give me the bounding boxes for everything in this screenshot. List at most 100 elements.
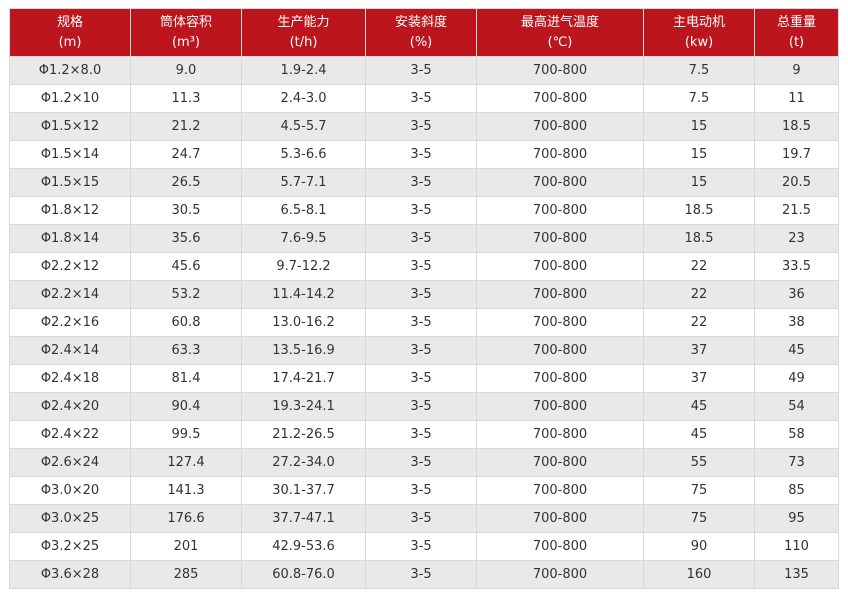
- table-cell: Φ3.0×25: [9, 504, 131, 533]
- table-cell: 11.4-14.2: [241, 280, 366, 309]
- header-unit: (kw): [684, 34, 714, 50]
- table-cell: 135: [754, 560, 839, 589]
- table-cell: 700-800: [476, 560, 644, 589]
- table-body: Φ1.2×8.0 9.0 1.9-2.4 3-5 700-800 7.5 9 Φ1.2×10 1…: [9, 56, 839, 589]
- table-cell: 49: [754, 364, 839, 393]
- table-cell: Φ3.2×25: [9, 532, 131, 561]
- table-cell: 85: [754, 476, 839, 505]
- table-cell: 18.5: [643, 224, 755, 253]
- table-row: Φ1.8×14 35.6 7.6-9.5 3-5 700-800 18.5 23: [9, 224, 839, 253]
- table-cell: 22: [643, 280, 755, 309]
- table-cell: 7.6-9.5: [241, 224, 366, 253]
- header-label: 筒体容积: [159, 14, 212, 30]
- table-cell: 95: [754, 504, 839, 533]
- table-row: Φ3.0×20 141.3 30.1-37.7 3-5 700-800 75 85: [9, 476, 839, 505]
- header-unit: (m): [58, 34, 82, 50]
- table-cell: 2.4-3.0: [241, 84, 366, 113]
- table-cell: 3-5: [365, 476, 477, 505]
- table-cell: 19.7: [754, 140, 839, 169]
- table-cell: 11: [754, 84, 839, 113]
- table-cell: 9: [754, 56, 839, 85]
- header-unit: (t): [788, 34, 805, 50]
- table-cell: 45.6: [130, 252, 242, 281]
- table-cell: 9.0: [130, 56, 242, 85]
- table-cell: 700-800: [476, 252, 644, 281]
- header-cell: 最高进气温度 (℃): [476, 8, 644, 57]
- table-cell: 73: [754, 448, 839, 477]
- table-header: 规格 (m) 筒体容积 (m³) 生产能力 (t/h) 安装斜度 (%) 最高进气温度 (℃) 主电…: [9, 8, 839, 57]
- table-cell: Φ2.2×12: [9, 252, 131, 281]
- table-cell: 58: [754, 420, 839, 449]
- table-cell: 30.1-37.7: [241, 476, 366, 505]
- table-row: Φ1.5×14 24.7 5.3-6.6 3-5 700-800 15 19.7: [9, 140, 839, 169]
- header-unit: (℃): [547, 34, 573, 50]
- table-cell: 176.6: [130, 504, 242, 533]
- table-row: Φ2.4×22 99.5 21.2-26.5 3-5 700-800 45 58: [9, 420, 839, 449]
- table-cell: Φ2.4×14: [9, 336, 131, 365]
- table-row: Φ1.5×12 21.2 4.5-5.7 3-5 700-800 15 18.5: [9, 112, 839, 141]
- table-cell: 700-800: [476, 84, 644, 113]
- table-cell: 700-800: [476, 224, 644, 253]
- table-cell: 22: [643, 252, 755, 281]
- table-cell: 7.5: [643, 84, 755, 113]
- table-cell: Φ1.8×12: [9, 196, 131, 225]
- table-cell: 30.5: [130, 196, 242, 225]
- table-cell: 15: [643, 168, 755, 197]
- table-cell: Φ3.0×20: [9, 476, 131, 505]
- table-cell: Φ1.2×10: [9, 84, 131, 113]
- header-cell: 安装斜度 (%): [365, 8, 477, 57]
- table-cell: 700-800: [476, 196, 644, 225]
- table-cell: 700-800: [476, 392, 644, 421]
- header-label: 安装斜度: [394, 14, 447, 30]
- table-row: Φ2.4×14 63.3 13.5-16.9 3-5 700-800 37 45: [9, 336, 839, 365]
- table-cell: 21.2: [130, 112, 242, 141]
- table-cell: 23: [754, 224, 839, 253]
- table-cell: 700-800: [476, 168, 644, 197]
- table-cell: 3-5: [365, 560, 477, 589]
- table-cell: 700-800: [476, 140, 644, 169]
- table-cell: 1.9-2.4: [241, 56, 366, 85]
- table-cell: 55: [643, 448, 755, 477]
- table-cell: 5.3-6.6: [241, 140, 366, 169]
- table-cell: 201: [130, 532, 242, 561]
- header-unit: (%): [409, 34, 433, 50]
- table-cell: 75: [643, 476, 755, 505]
- table-cell: 37.7-47.1: [241, 504, 366, 533]
- table-cell: 285: [130, 560, 242, 589]
- table-row: Φ2.4×18 81.4 17.4-21.7 3-5 700-800 37 49: [9, 364, 839, 393]
- table-cell: 700-800: [476, 280, 644, 309]
- table-cell: 60.8: [130, 308, 242, 337]
- table-cell: 37: [643, 336, 755, 365]
- table-cell: 45: [643, 392, 755, 421]
- table-cell: 3-5: [365, 280, 477, 309]
- table-cell: 21.2-26.5: [241, 420, 366, 449]
- table-cell: Φ1.2×8.0: [9, 56, 131, 85]
- table-row: Φ3.2×25 201 42.9-53.6 3-5 700-800 90 110: [9, 532, 839, 561]
- table-cell: 54: [754, 392, 839, 421]
- table-row: Φ2.2×16 60.8 13.0-16.2 3-5 700-800 22 38: [9, 308, 839, 337]
- header-cell: 主电动机 (kw): [643, 8, 755, 57]
- header-label: 总重量: [776, 14, 816, 30]
- table-cell: 3-5: [365, 308, 477, 337]
- table-cell: Φ1.8×14: [9, 224, 131, 253]
- table-cell: Φ3.6×28: [9, 560, 131, 589]
- table-cell: 15: [643, 112, 755, 141]
- table-cell: 42.9-53.6: [241, 532, 366, 561]
- table-cell: 3-5: [365, 364, 477, 393]
- table-cell: 700-800: [476, 112, 644, 141]
- table-row: Φ2.2×12 45.6 9.7-12.2 3-5 700-800 22 33.5: [9, 252, 839, 281]
- table-cell: 26.5: [130, 168, 242, 197]
- table-cell: 3-5: [365, 252, 477, 281]
- table-cell: 24.7: [130, 140, 242, 169]
- table-cell: 700-800: [476, 476, 644, 505]
- table-cell: Φ2.6×24: [9, 448, 131, 477]
- table-cell: 13.0-16.2: [241, 308, 366, 337]
- table-row: Φ1.2×8.0 9.0 1.9-2.4 3-5 700-800 7.5 9: [9, 56, 839, 85]
- table-cell: 27.2-34.0: [241, 448, 366, 477]
- table-cell: Φ1.5×14: [9, 140, 131, 169]
- table-cell: 127.4: [130, 448, 242, 477]
- table-cell: 18.5: [754, 112, 839, 141]
- header-label: 最高进气温度: [520, 14, 599, 30]
- table-cell: 700-800: [476, 364, 644, 393]
- table-cell: 45: [754, 336, 839, 365]
